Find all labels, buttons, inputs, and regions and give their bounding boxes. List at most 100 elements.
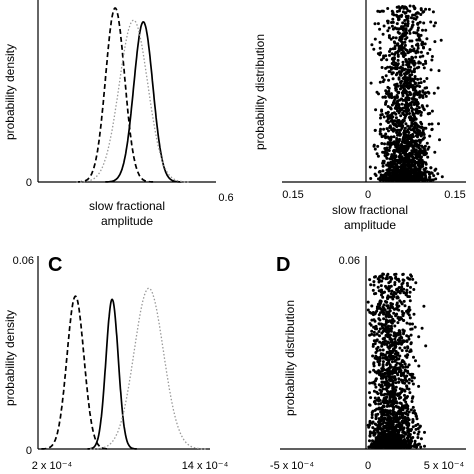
panel-d-point [372, 325, 376, 329]
panel-b-point [409, 65, 413, 69]
panel-b-point [386, 135, 390, 139]
panel-b-point [406, 68, 410, 72]
panel-d-point [396, 296, 400, 300]
panel-d-point [380, 279, 384, 283]
panel-d-point [408, 308, 412, 312]
panel-b-point [401, 60, 405, 64]
panel-d-point [412, 431, 416, 435]
panel-d-point [400, 427, 404, 430]
panel-b-point [399, 128, 402, 132]
panel-b-point [408, 81, 412, 85]
panel-d-point [373, 275, 376, 279]
panel-b-point [376, 52, 380, 56]
panel-d-point [386, 401, 390, 405]
panel-b-point [437, 122, 440, 126]
panel-b-point [406, 24, 410, 28]
panel-d-point [381, 364, 385, 368]
panel-d-point [383, 290, 386, 294]
panel-d-point [381, 411, 385, 415]
panel-d-point [374, 413, 378, 417]
panel-b-point [373, 166, 377, 170]
panel-b-point [419, 13, 423, 16]
panel-d-point [400, 349, 404, 352]
panel-d-point [405, 387, 409, 390]
panel-d-point [387, 360, 391, 364]
panel-b-point [427, 91, 431, 95]
panel-b-point [418, 95, 422, 99]
panel-d-point [392, 395, 396, 399]
panel-b-point [387, 142, 391, 146]
panel-b-point [428, 134, 432, 138]
panel-d-point [394, 439, 398, 443]
panel-d-point [407, 313, 411, 317]
panel-b-point [386, 105, 390, 108]
panel-d-point [383, 397, 387, 401]
panel-b-point [393, 106, 397, 110]
panel-b-point [426, 178, 429, 182]
panel-b-point [378, 129, 382, 133]
panel-b-point [391, 121, 395, 125]
panel-b-point [381, 9, 385, 13]
panel-d-point [401, 314, 405, 318]
panel-b-point [403, 126, 407, 130]
panel-d-point [394, 385, 398, 389]
panel-d-point [384, 424, 387, 428]
panel-b-point [384, 54, 388, 58]
panel-b-point [396, 128, 400, 132]
panel-b-point [400, 165, 404, 169]
panel-b-point [369, 177, 373, 180]
panel-d-point [405, 281, 409, 285]
panel-b-point [401, 76, 405, 80]
panel-b-point [411, 132, 415, 136]
panel-d-point [417, 430, 421, 434]
panel-b-point [402, 68, 406, 72]
panel-d-point [396, 444, 400, 448]
panel-b-point [386, 29, 390, 33]
panel-b-point [428, 175, 431, 179]
panel-b-point [393, 123, 397, 127]
panel-d-point [415, 417, 419, 421]
panel-b-point [420, 177, 424, 181]
panel-b-point [383, 154, 387, 157]
panel-d-point [370, 329, 374, 333]
panel-d-point [399, 445, 403, 449]
panel-d-point [406, 345, 410, 349]
panel-b-point [381, 80, 385, 84]
panel-d-point [406, 395, 409, 398]
panel-b-point [415, 127, 419, 130]
panel-d-point [422, 304, 426, 308]
panel-b-point [413, 163, 417, 167]
panel-b-point [392, 66, 396, 70]
panel-b-point [378, 177, 382, 181]
panel-d-point [387, 430, 390, 434]
panel-d-point [390, 439, 394, 443]
panel-d-point [382, 342, 386, 346]
panel-b-point [388, 50, 391, 53]
panel-b-point [407, 64, 411, 68]
panel-d-point [387, 295, 390, 299]
panel-b-point [383, 95, 387, 99]
panel-b-point [405, 149, 409, 152]
panel-b-point [440, 175, 444, 179]
panel-b-point [406, 22, 410, 26]
panel-b-point [382, 115, 386, 119]
panel-b-point [400, 120, 404, 124]
panel-b-point [407, 57, 411, 61]
panel-d-point [388, 433, 392, 436]
panel-d-point [389, 324, 393, 328]
panel-b-point [396, 53, 400, 57]
panel-d-point [388, 375, 392, 379]
panel-d-point [373, 292, 376, 296]
panel-d-point [387, 281, 391, 285]
panel-d-point [406, 371, 410, 374]
panel-b-x-label-line1: slow fractional [332, 203, 408, 217]
panel-d-point [381, 295, 385, 299]
panel-b-point [416, 44, 420, 48]
panel-d-point [416, 436, 420, 439]
panel-d-point [400, 336, 404, 340]
panel-b-point [414, 140, 417, 144]
panel-b-point [421, 40, 424, 44]
panel-d-point [411, 322, 414, 326]
panel-d-point [388, 327, 392, 331]
panel-b-point [410, 109, 414, 113]
